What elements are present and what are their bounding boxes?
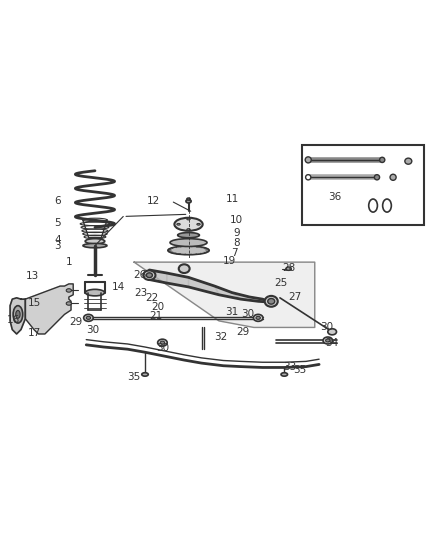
Text: 17: 17 <box>28 328 41 338</box>
Polygon shape <box>215 286 241 299</box>
Text: 34: 34 <box>325 338 339 348</box>
Ellipse shape <box>286 267 291 270</box>
Ellipse shape <box>85 239 105 244</box>
Polygon shape <box>188 277 219 295</box>
Ellipse shape <box>179 264 190 273</box>
Ellipse shape <box>325 339 330 342</box>
Polygon shape <box>167 273 188 287</box>
Ellipse shape <box>253 314 263 321</box>
Polygon shape <box>25 284 73 334</box>
Text: 7: 7 <box>231 248 237 259</box>
Ellipse shape <box>197 223 200 225</box>
Polygon shape <box>10 298 25 334</box>
Text: 36: 36 <box>328 192 341 202</box>
Text: 35: 35 <box>293 365 306 375</box>
Ellipse shape <box>281 373 288 376</box>
Ellipse shape <box>142 373 148 376</box>
Text: 33: 33 <box>283 361 297 372</box>
Ellipse shape <box>187 198 190 200</box>
Text: 1: 1 <box>66 257 72 267</box>
Ellipse shape <box>143 270 155 280</box>
Text: 29: 29 <box>70 317 83 327</box>
Text: 6: 6 <box>55 196 61 206</box>
Text: 12: 12 <box>147 196 160 206</box>
Text: 21: 21 <box>149 311 162 321</box>
Ellipse shape <box>390 174 396 180</box>
Text: 15: 15 <box>28 298 41 309</box>
Text: 14: 14 <box>112 282 126 293</box>
Polygon shape <box>262 299 271 302</box>
Ellipse shape <box>305 157 311 163</box>
Polygon shape <box>232 293 258 301</box>
Ellipse shape <box>328 329 336 335</box>
Text: 8: 8 <box>233 238 240 247</box>
Ellipse shape <box>177 223 180 225</box>
Ellipse shape <box>84 314 93 321</box>
Polygon shape <box>149 270 167 283</box>
Text: 20: 20 <box>152 302 165 312</box>
Ellipse shape <box>66 289 71 292</box>
Text: 16: 16 <box>7 314 20 325</box>
Ellipse shape <box>168 246 209 255</box>
Text: 3: 3 <box>55 240 61 251</box>
Text: 10: 10 <box>230 215 243 225</box>
Ellipse shape <box>178 232 199 238</box>
Text: 27: 27 <box>289 292 302 302</box>
Text: 28: 28 <box>282 263 295 273</box>
Text: 5: 5 <box>55 218 61 228</box>
Ellipse shape <box>306 175 311 180</box>
Text: 30: 30 <box>242 309 255 319</box>
Text: 30: 30 <box>86 325 99 335</box>
Ellipse shape <box>86 316 91 319</box>
Ellipse shape <box>16 310 20 318</box>
Ellipse shape <box>187 229 190 230</box>
Text: 35: 35 <box>127 372 141 382</box>
Ellipse shape <box>160 341 165 344</box>
Ellipse shape <box>374 175 380 180</box>
Ellipse shape <box>187 218 190 220</box>
Text: 23: 23 <box>134 288 147 297</box>
Text: 26: 26 <box>133 270 146 280</box>
Ellipse shape <box>380 157 385 163</box>
Polygon shape <box>134 262 315 327</box>
Text: 29: 29 <box>237 327 250 337</box>
Text: 30: 30 <box>156 343 169 353</box>
Text: 19: 19 <box>223 256 237 266</box>
Ellipse shape <box>256 316 260 319</box>
Text: 13: 13 <box>26 271 39 281</box>
Ellipse shape <box>170 239 207 246</box>
Text: 11: 11 <box>226 194 239 204</box>
Ellipse shape <box>146 273 152 278</box>
Ellipse shape <box>85 289 105 296</box>
Ellipse shape <box>265 296 278 307</box>
Text: 25: 25 <box>274 278 287 288</box>
Ellipse shape <box>66 302 71 305</box>
Ellipse shape <box>13 305 23 323</box>
Ellipse shape <box>158 339 167 346</box>
Text: 32: 32 <box>215 332 228 342</box>
Ellipse shape <box>268 298 275 304</box>
Text: 9: 9 <box>233 228 240 238</box>
Text: 30: 30 <box>320 322 333 333</box>
Ellipse shape <box>323 337 332 344</box>
Text: 4: 4 <box>55 235 61 245</box>
Ellipse shape <box>83 244 107 248</box>
Polygon shape <box>250 297 271 302</box>
Text: 31: 31 <box>226 307 239 317</box>
Ellipse shape <box>186 199 191 203</box>
Text: 22: 22 <box>145 293 158 303</box>
Ellipse shape <box>405 158 412 164</box>
Ellipse shape <box>174 218 203 231</box>
Bar <box>302 144 424 225</box>
